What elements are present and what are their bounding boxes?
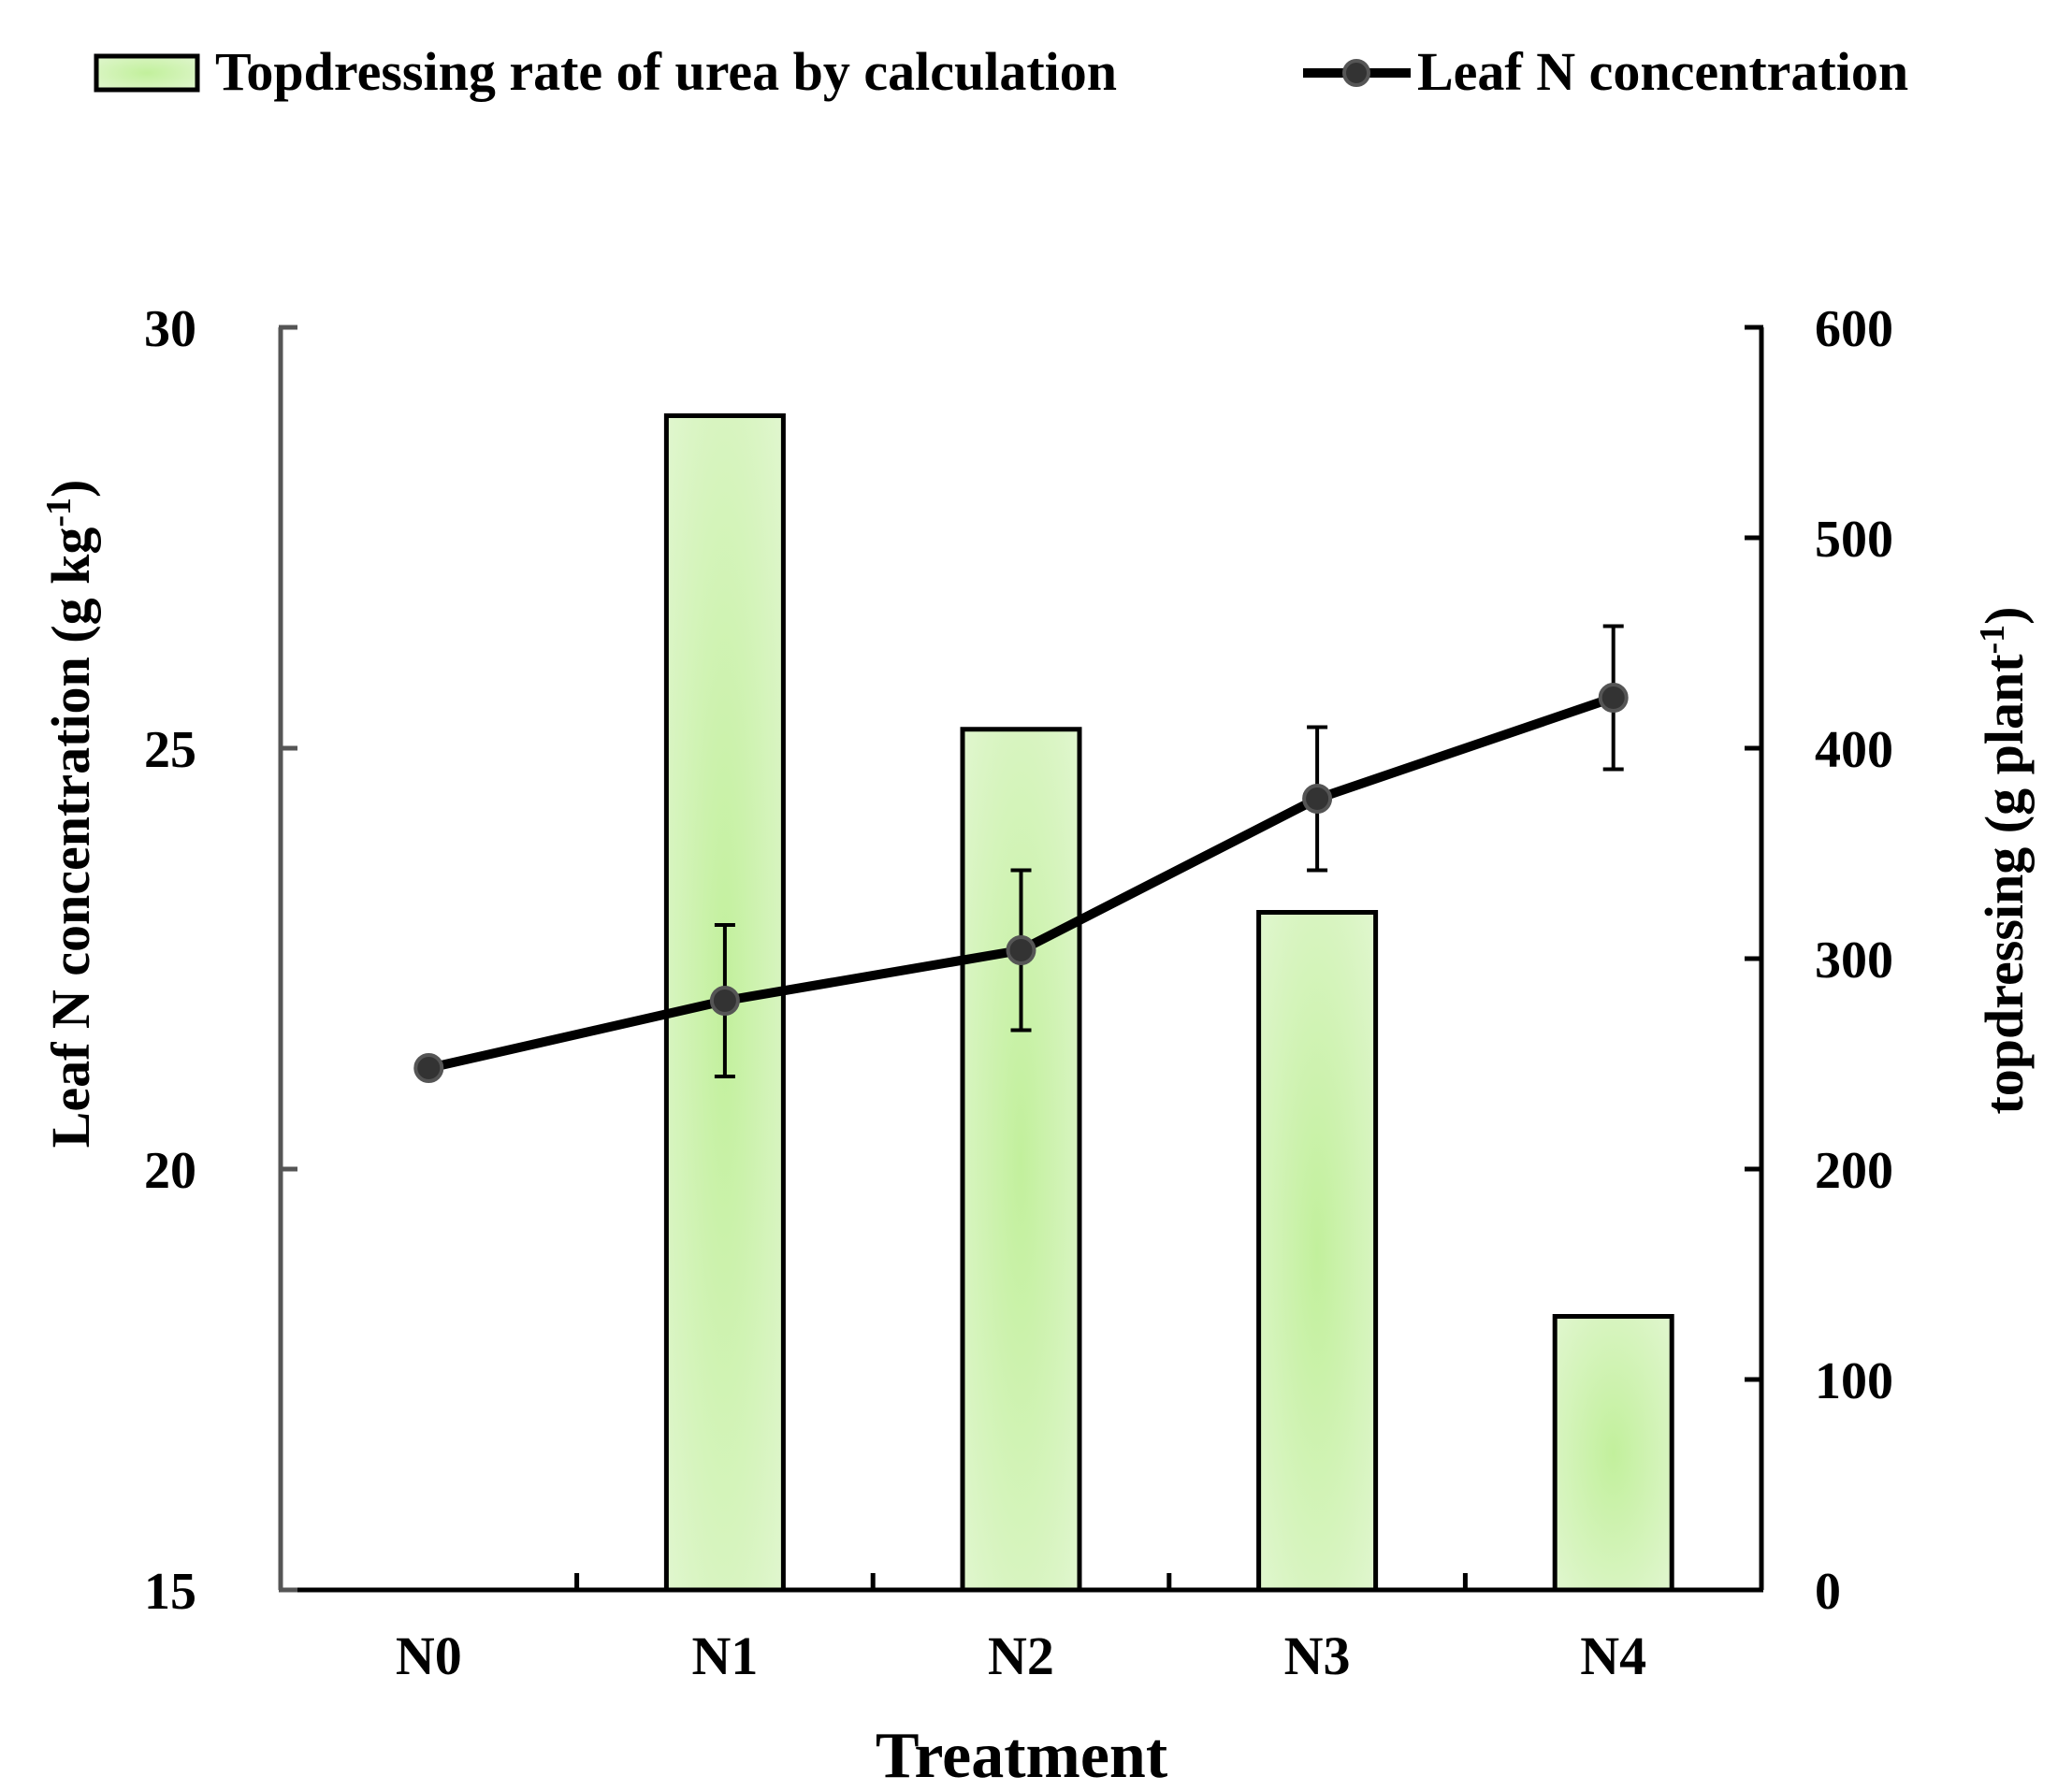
x-tick-label-N1: N1 <box>691 1625 758 1686</box>
x-axis-title: Treatment <box>876 1720 1167 1791</box>
right-axis-title-sup: -1 <box>1973 625 2012 655</box>
left-axis-title-close: ) <box>40 480 101 498</box>
legend-bar-label: Topdressing rate of urea by calculation <box>215 41 1117 102</box>
bar-N4 <box>1552 1314 1674 1593</box>
left-tick-label: 20 <box>144 1142 196 1200</box>
point-N0 <box>413 1053 444 1083</box>
legend-line-label: Leaf N concentration <box>1417 41 1908 102</box>
x-tick-label-N3: N3 <box>1284 1625 1351 1686</box>
bar-N2 <box>960 727 1082 1593</box>
point-N4 <box>1598 683 1629 713</box>
right-tick-label: 0 <box>1815 1563 1841 1621</box>
right-axis-title-main: topdressing (g plant <box>1974 654 2035 1115</box>
line-markers <box>413 683 1629 1083</box>
left-axis-ticks: 15 20 25 30 <box>144 300 297 1621</box>
left-tick-label: 15 <box>144 1563 196 1621</box>
point-N2 <box>1006 935 1036 965</box>
right-axis-ticks: 0 100 200 300 400 500 600 <box>1745 300 1893 1621</box>
x-tick-label-N0: N0 <box>396 1625 462 1686</box>
left-axis-title-sup: -1 <box>39 498 79 527</box>
x-tick-label-N2: N2 <box>988 1625 1054 1686</box>
right-tick-label: 500 <box>1815 511 1893 569</box>
x-axis-ticks: N0 N1 N2 N3 N4 <box>396 1573 1646 1686</box>
point-N1 <box>709 986 740 1016</box>
right-tick-label: 200 <box>1815 1142 1893 1200</box>
right-tick-label: 300 <box>1815 932 1893 989</box>
right-tick-label: 400 <box>1815 721 1893 779</box>
right-axis-title-close: ) <box>1974 606 2035 624</box>
left-tick-label: 30 <box>144 300 196 358</box>
bar-N3 <box>1256 910 1379 1593</box>
x-tick-label-N4: N4 <box>1580 1625 1646 1686</box>
bars <box>663 413 1674 1593</box>
left-axis-title-main: Leaf N concentration (g kg <box>40 527 101 1148</box>
legend-bar-swatch <box>94 53 200 93</box>
left-tick-label: 25 <box>144 721 196 779</box>
right-axis-title: topdressing (g plant-1) <box>1973 606 2035 1114</box>
legend: Topdressing rate of urea by calculation … <box>94 41 1908 102</box>
right-tick-label: 600 <box>1815 300 1893 358</box>
right-tick-label: 100 <box>1815 1352 1893 1410</box>
left-axis-title: Leaf N concentration (g kg-1) <box>39 480 101 1148</box>
legend-line-marker <box>1342 59 1370 87</box>
point-N3 <box>1302 784 1333 814</box>
